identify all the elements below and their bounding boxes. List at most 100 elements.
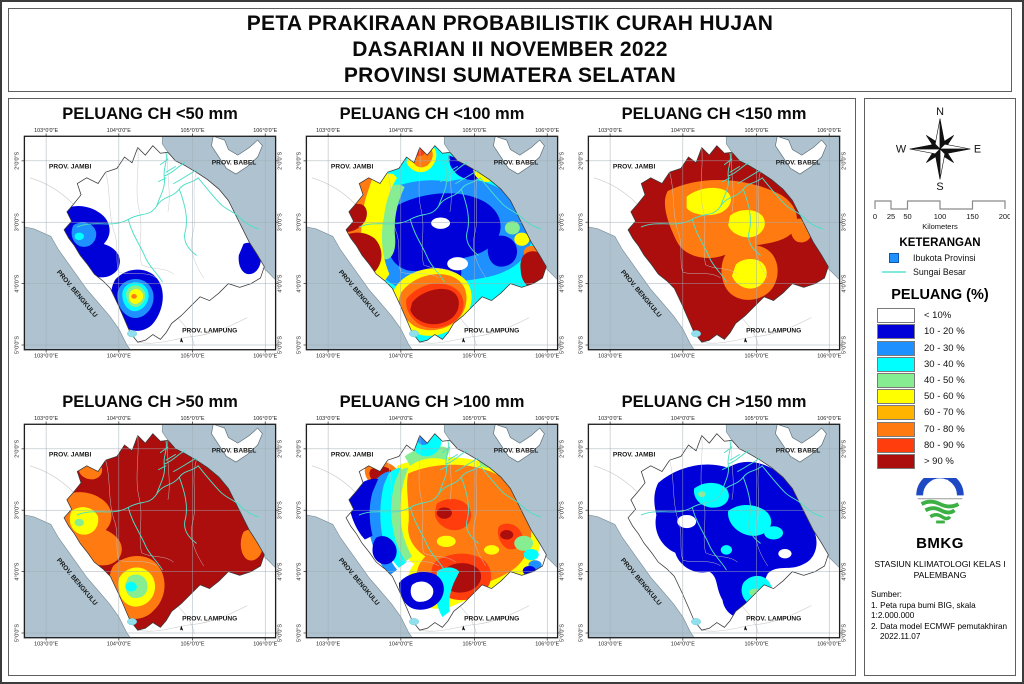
probability-region-p30 xyxy=(693,482,729,508)
district-boundary xyxy=(400,560,439,567)
legend-item: < 10% xyxy=(877,308,1003,324)
probability-region-p30 xyxy=(728,504,772,536)
district-boundary xyxy=(423,552,456,563)
coord-label-top: 105°0'0"E xyxy=(180,416,204,422)
coord-label-right: 2°0'0"S xyxy=(277,152,283,170)
lake xyxy=(691,618,701,626)
coord-label-bottom: 104°0'0"E xyxy=(671,354,695,360)
source-line-2: 2. Data model ECMWF pemutakhiran xyxy=(871,621,1008,631)
probability-region-p50 xyxy=(728,209,765,238)
scale-tick: 50 xyxy=(903,212,911,221)
legend-swatch xyxy=(877,437,915,453)
lake xyxy=(409,330,419,338)
compass-s-label: S xyxy=(936,181,943,193)
scale-bar: 0 25 50 100 150 200 Kilometers xyxy=(873,200,1010,231)
coord-label-left: 3°0'0"S xyxy=(297,501,303,519)
legend-label: < 10% xyxy=(924,310,952,322)
sea-southwest xyxy=(24,226,131,350)
province-outline xyxy=(63,433,265,631)
probability-region-p90 xyxy=(410,288,459,325)
map-panel-ch-gt50: PELUANG CH >50 mm PROV. JAMBI PROV. BABEL… xyxy=(9,387,291,675)
coord-label-bottom: 105°0'0"E xyxy=(744,642,768,648)
coord-label-right: 4°0'0"S xyxy=(841,562,847,580)
district-boundary xyxy=(118,560,157,567)
probability-region-lt10 xyxy=(410,581,434,602)
station-line-2: PALEMBANG xyxy=(913,570,967,581)
bangka-island xyxy=(775,136,827,175)
coord-label-left: 3°0'0"S xyxy=(15,501,21,519)
river-line xyxy=(163,450,186,465)
river-line xyxy=(460,188,479,256)
province-label: PROV. BABEL xyxy=(212,160,257,167)
coord-label-top: 105°0'0"E xyxy=(462,416,486,422)
coord-label-left: 3°0'0"S xyxy=(579,501,585,519)
coord-label-bottom: 104°0'0"E xyxy=(671,642,695,648)
map-frame xyxy=(305,135,559,351)
probability-overlays xyxy=(655,180,812,316)
coord-label-left: 4°0'0"S xyxy=(15,562,21,580)
province-label: PROV. JAMBI xyxy=(613,451,656,458)
scale-tick: 100 xyxy=(934,212,947,221)
lake xyxy=(691,330,701,338)
province-label: PROV. BABEL xyxy=(494,448,539,455)
province-label: PROV. BABEL xyxy=(494,160,539,167)
district-boundary xyxy=(705,264,738,275)
coord-label-right: 4°0'0"S xyxy=(559,274,565,292)
lake xyxy=(127,618,137,626)
legend-swatch xyxy=(877,356,915,372)
river-line xyxy=(163,162,186,177)
district-boundary xyxy=(105,460,120,561)
district-boundary xyxy=(118,272,157,279)
map-frame-content xyxy=(306,136,558,350)
coord-label-right: 3°0'0"S xyxy=(841,501,847,519)
river-line xyxy=(127,218,163,283)
river-line xyxy=(445,450,468,465)
coord-label-bottom: 104°0'0"E xyxy=(389,642,413,648)
legend-label: > 90 % xyxy=(924,455,954,467)
district-boundary xyxy=(705,552,738,563)
probability-region-p30 xyxy=(764,526,784,540)
coord-label-left: 3°0'0"S xyxy=(579,213,585,231)
map-frame xyxy=(23,135,277,351)
legend-swatch xyxy=(877,372,915,388)
district-boundary xyxy=(700,435,706,553)
river-line xyxy=(691,506,727,571)
river-line xyxy=(727,450,750,465)
compass-w-label: W xyxy=(896,144,907,156)
coord-label-left: 2°0'0"S xyxy=(579,152,585,170)
legend-label: 60 - 70 % xyxy=(924,407,965,419)
coord-label-top: 105°0'0"E xyxy=(744,128,768,134)
map-panels-container: PELUANG CH <50 mm PROV. JAMBI PROV. BABEL… xyxy=(8,98,856,676)
district-boundary xyxy=(141,552,174,563)
coord-label-bottom: 105°0'0"E xyxy=(180,642,204,648)
coord-label-top: 106°0'0"E xyxy=(253,128,277,134)
river-line xyxy=(178,476,197,544)
legend-swatch xyxy=(877,308,915,324)
map-frame-content xyxy=(306,424,558,638)
province-label: PROV. LAMPUNG xyxy=(182,328,237,335)
admin-boundary xyxy=(29,177,74,205)
map-frame xyxy=(587,423,841,639)
coord-label-right: 2°0'0"S xyxy=(559,440,565,458)
map-panel-ch-gt150: PELUANG CH >150 mm PROV. JAMBI PROV. BABE… xyxy=(573,387,855,675)
sea-southwest xyxy=(306,226,413,350)
coord-label-right: 2°0'0"S xyxy=(841,440,847,458)
river-line xyxy=(409,506,445,571)
coord-label-left: 2°0'0"S xyxy=(297,152,303,170)
probability-region-lt10 xyxy=(431,217,451,229)
coord-label-top: 105°0'0"E xyxy=(180,128,204,134)
legend-symbol xyxy=(889,253,899,263)
river-line xyxy=(737,169,761,184)
coord-label-top: 105°0'0"E xyxy=(744,416,768,422)
river-line xyxy=(197,465,241,506)
legend-label: 80 - 90 % xyxy=(924,439,965,451)
river-line xyxy=(445,162,468,177)
river-line xyxy=(409,218,445,283)
province-outline xyxy=(345,145,547,343)
coord-label-bottom: 105°0'0"E xyxy=(462,642,486,648)
province-label: PROV. BABEL xyxy=(776,448,821,455)
keterangan-heading: KETERANGAN xyxy=(899,237,981,249)
